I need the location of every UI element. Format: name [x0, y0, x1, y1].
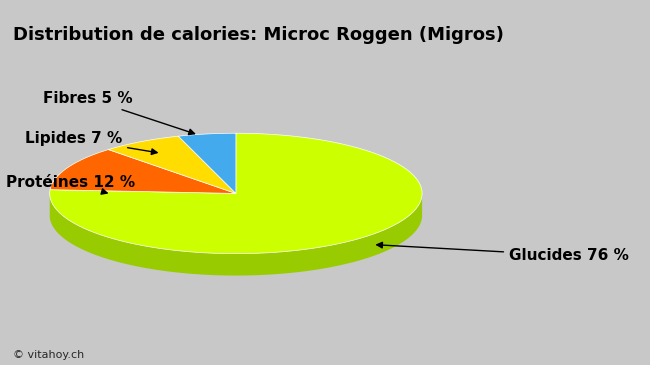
Text: Glucides 76 %: Glucides 76 % — [377, 242, 629, 263]
Text: Fibres 5 %: Fibres 5 % — [44, 91, 194, 135]
Text: Lipides 7 %: Lipides 7 % — [25, 131, 157, 154]
Polygon shape — [50, 195, 422, 276]
Polygon shape — [178, 133, 236, 193]
Polygon shape — [49, 133, 422, 254]
Text: Distribution de calories: Microc Roggen (Migros): Distribution de calories: Microc Roggen … — [13, 26, 504, 43]
Text: Protéines 12 %: Protéines 12 % — [6, 175, 135, 194]
Polygon shape — [50, 150, 236, 193]
Polygon shape — [109, 136, 236, 193]
Text: © vitahoy.ch: © vitahoy.ch — [13, 350, 84, 360]
